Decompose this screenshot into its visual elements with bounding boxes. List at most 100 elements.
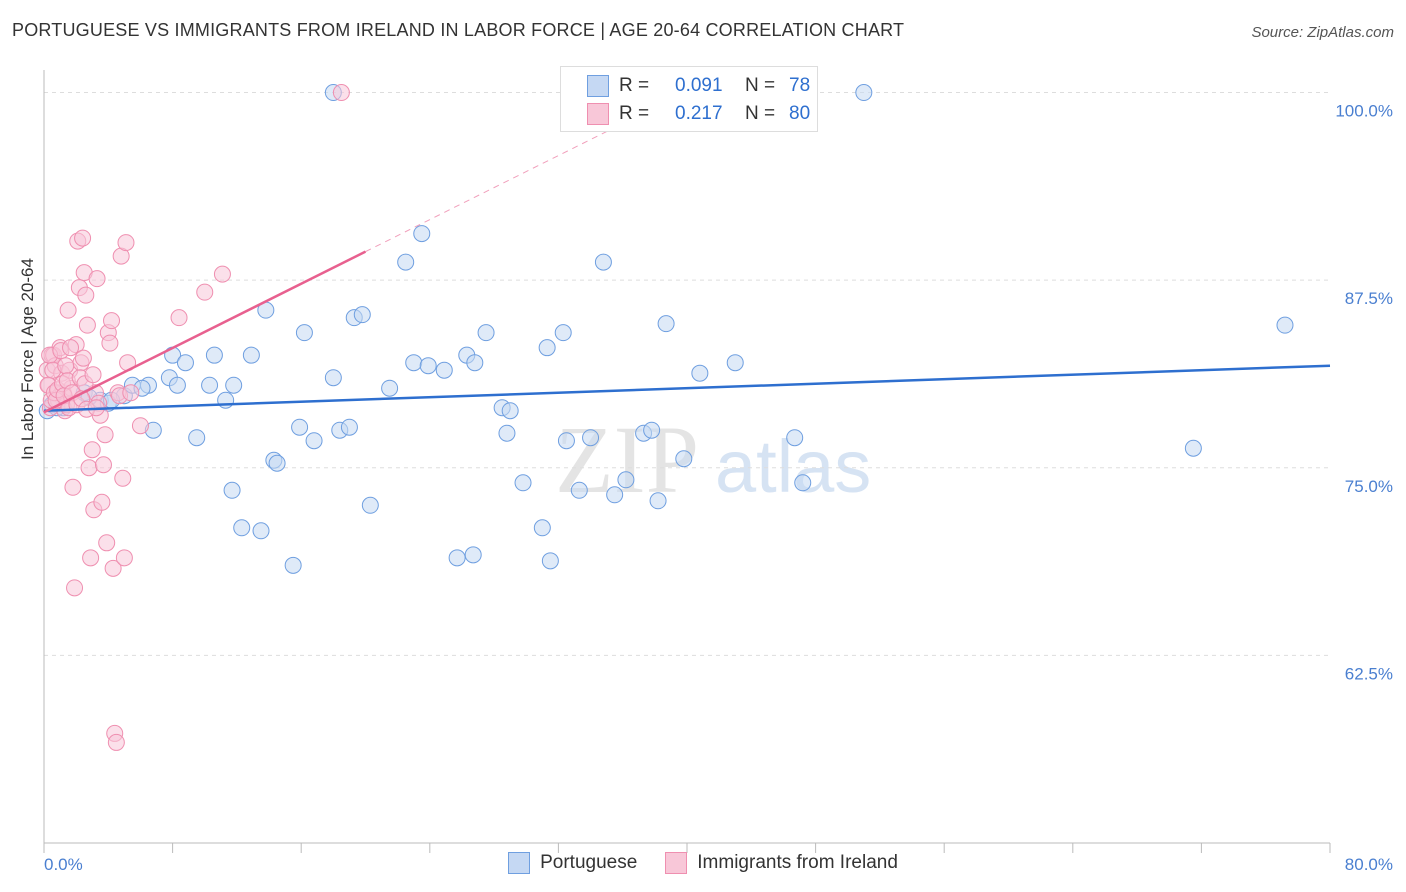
y-tick-label: 75.0% [1345,477,1393,496]
legend-swatch-portuguese [587,75,609,97]
point-portuguese [168,376,186,394]
point-ireland [57,357,75,375]
legend-r-value-portuguese: 0.091 [675,75,723,96]
point-portuguese [291,418,309,436]
legend-r-label: R = [619,103,650,124]
point-portuguese [617,471,635,489]
point-ireland [107,733,125,751]
point-portuguese [188,429,206,447]
point-portuguese [643,421,661,439]
point-portuguese [786,429,804,447]
legend-item-portuguese[interactable]: Portuguese [508,852,637,874]
point-portuguese [295,324,313,342]
point-portuguese [498,424,516,442]
point-ireland [78,316,96,334]
point-portuguese [691,364,709,382]
point-portuguese [324,369,342,387]
point-ireland [77,286,95,304]
point-portuguese [477,324,495,342]
legend-label-ireland: Immigrants from Ireland [697,852,898,873]
point-portuguese [582,429,600,447]
point-ireland [96,426,114,444]
point-ireland [115,549,133,567]
point-portuguese [570,481,588,499]
point-ireland [170,309,188,327]
point-ireland [114,469,132,487]
point-ireland [103,312,121,330]
point-ireland [94,456,112,474]
point-portuguese [223,481,241,499]
point-ireland [196,283,214,301]
legend-n-label: N = [745,75,776,96]
point-portuguese [649,492,667,510]
legend-label-portuguese: Portuguese [540,852,638,873]
point-portuguese [284,556,302,574]
y-axis-label: In Labor Force | Age 20-64 [18,258,37,460]
legend-swatch-portuguese [508,852,531,874]
point-ireland [131,417,149,435]
y-tick-label: 62.5% [1345,664,1393,683]
legend-row-ireland: R = 0.217 N = 80 [587,101,810,127]
point-portuguese [242,346,260,364]
point-ireland [213,265,231,283]
stats-legend: R = 0.091 N = 78 R = 0.217 N = 80 [560,66,818,132]
point-portuguese [466,354,484,372]
point-portuguese [305,432,323,450]
point-ireland [84,366,102,384]
point-portuguese [217,391,235,409]
point-portuguese [225,376,243,394]
point-ireland [93,493,111,511]
point-portuguese [514,474,532,492]
point-ireland [59,301,77,319]
point-ireland [64,478,82,496]
point-portuguese [353,306,371,324]
trendline-ireland [43,250,367,414]
point-ireland [104,559,122,577]
series-legend: Portuguese Immigrants from Ireland [0,852,1406,874]
point-portuguese [1276,316,1294,334]
legend-r-label: R = [619,75,650,96]
legend-n-label: N = [745,103,776,124]
point-portuguese [1184,439,1202,457]
y-tick-label: 100.0% [1335,102,1393,121]
x-tick-label-min: 0.0% [44,855,83,874]
point-portuguese [594,253,612,271]
x-tick-label-max: 80.0% [1345,855,1393,874]
legend-swatch-ireland [587,103,609,125]
point-portuguese [855,84,873,102]
y-tick-label: 87.5% [1345,289,1393,308]
legend-r-value-ireland: 0.217 [675,103,723,124]
point-ireland [82,549,100,567]
point-ireland [101,334,119,352]
point-portuguese [538,339,556,357]
legend-n-value-ireland: 80 [789,103,811,124]
point-portuguese [501,402,519,420]
legend-n-value-portuguese: 78 [789,75,811,96]
trendline-portuguese [43,364,1331,412]
point-portuguese [361,496,379,514]
point-portuguese [554,324,572,342]
point-portuguese [448,549,466,567]
point-ireland [88,270,106,288]
point-portuguese [397,253,415,271]
trendline-ireland-extension [365,131,607,253]
point-portuguese [675,450,693,468]
point-portuguese [794,474,812,492]
point-portuguese [340,418,358,436]
point-ireland [74,229,92,247]
point-portuguese [201,376,219,394]
point-portuguese [413,225,431,243]
point-portuguese [557,432,575,450]
point-ireland [83,441,101,459]
point-ireland [98,534,116,552]
point-portuguese [541,552,559,570]
point-portuguese [205,346,223,364]
point-portuguese [606,486,624,504]
point-portuguese [533,519,551,537]
legend-item-ireland[interactable]: Immigrants from Ireland [665,852,898,874]
point-portuguese [381,379,399,397]
point-portuguese [176,354,194,372]
point-portuguese [726,354,744,372]
point-portuguese [464,546,482,564]
